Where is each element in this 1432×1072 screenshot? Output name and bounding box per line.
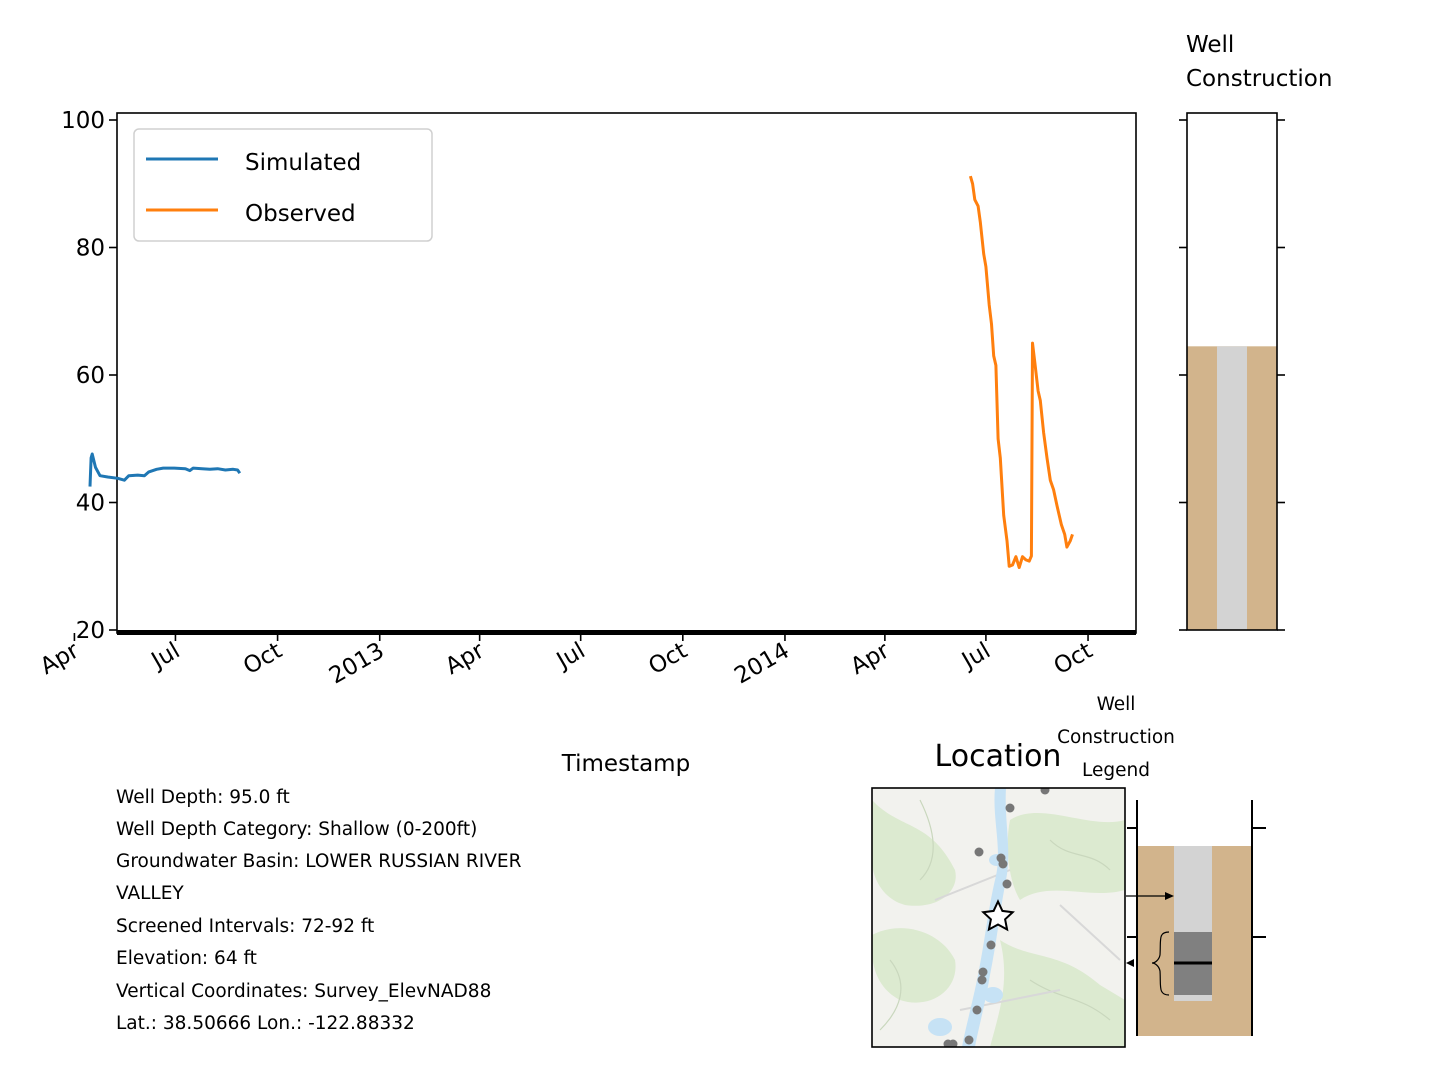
star-icon <box>981 899 1015 932</box>
well-construction-legend: Well Construction Legend <box>1057 694 1266 1036</box>
y-tick-label: 100 <box>61 108 105 134</box>
y-tick-label: 80 <box>76 236 105 262</box>
y-axis: 20 40 60 80 100 <box>61 108 117 644</box>
well-construction-title-line-2: Construction <box>1186 66 1332 92</box>
map-pond <box>983 987 1003 1003</box>
x-tick-label: Oct <box>239 638 286 680</box>
chart-legend[interactable]: Simulated Observed <box>133 128 433 242</box>
well-construction-title-line-1: Well <box>1186 32 1234 58</box>
legend-box <box>133 128 433 242</box>
legend-screen-brace <box>1151 931 1170 996</box>
x-tick-label: 2013 <box>325 638 389 690</box>
y-tick-label: 40 <box>76 491 105 517</box>
well-construction-title: Well Construction <box>1186 32 1332 92</box>
map-vegetation-area <box>872 800 956 906</box>
info-vertical-coordinates: Vertical Coordinates: Survey_ElevNAD88 <box>116 981 492 1002</box>
legend-arrow-head <box>1165 892 1174 900</box>
y-tick-label: 60 <box>76 363 105 389</box>
x-axis-label: Timestamp <box>561 751 690 777</box>
series-line-simulated <box>88 452 242 487</box>
location-map: Location <box>871 739 1126 1048</box>
x-tick-label: Oct <box>1050 638 1097 680</box>
info-screened-intervals: Screened Intervals: 72-92 ft <box>116 916 375 937</box>
legend-diagram-title-line-2: Construction <box>1057 727 1175 748</box>
series-lines <box>88 175 1074 569</box>
location-title: Location <box>935 739 1062 774</box>
x-tick-label: Oct <box>644 638 691 680</box>
info-elevation: Elevation: 64 ft <box>116 948 257 969</box>
legend-label-observed: Observed <box>245 201 356 227</box>
legend-arrow-head <box>1126 959 1134 967</box>
map-vegetation-area <box>872 928 956 1003</box>
x-axis: Apr Jul Oct 2013 Apr Jul Oct 2014 Apr Jul Oct <box>36 633 1097 689</box>
info-groundwater-basin: Groundwater Basin: LOWER RUSSIAN RIVER <box>116 851 522 872</box>
map-vegetation-area <box>1007 812 1125 900</box>
x-tick-label: Apr <box>441 637 489 680</box>
well-construction-chart: Well Construction <box>1179 32 1332 631</box>
info-lat-lon: Lat.: 38.50666 Lon.: -122.88332 <box>116 1013 415 1034</box>
x-tick-label: Jul <box>146 638 185 675</box>
well-casing <box>1217 346 1247 630</box>
x-tick-label: Jul <box>551 638 590 675</box>
info-depth-category: Well Depth Category: Shallow (0-200ft) <box>116 819 478 840</box>
legend-label-simulated: Simulated <box>245 150 361 176</box>
well-y-ticks <box>1179 119 1285 631</box>
map-frame <box>871 787 1126 1048</box>
y-tick-label: 20 <box>76 618 105 644</box>
info-groundwater-basin-cont: VALLEY <box>116 883 184 904</box>
series-line-observed <box>968 175 1074 569</box>
map-contour-lines <box>879 799 1111 1031</box>
well-plot-frame <box>1186 112 1278 631</box>
map-pond <box>928 1018 952 1036</box>
legend-diagram-title-line-1: Well <box>1097 694 1136 715</box>
info-well-depth: Well Depth: 95.0 ft <box>116 787 290 808</box>
x-tick-label: 2014 <box>730 638 794 690</box>
legend-diagram-title-line-3: Legend <box>1082 760 1150 781</box>
x-tick-label: Apr <box>846 637 894 680</box>
x-tick-label: Jul <box>956 638 995 675</box>
x-axis-minor-ticks <box>117 630 1136 635</box>
map-well-dots <box>943 788 1050 1047</box>
